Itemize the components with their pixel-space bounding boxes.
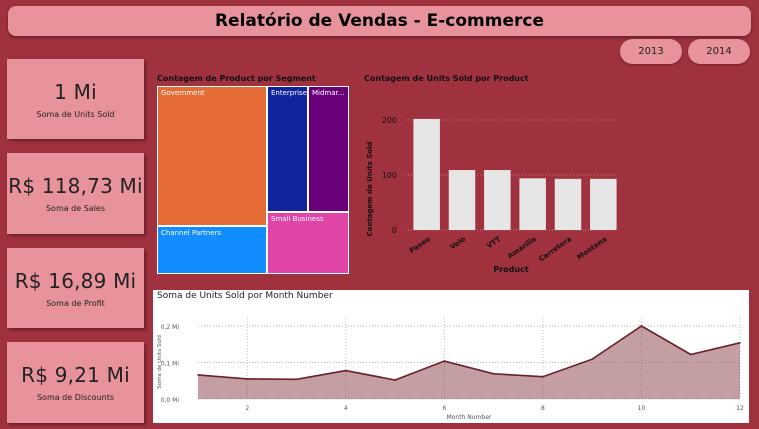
x-tick-label: 4 — [344, 405, 348, 412]
treemap-tile-channel-partners[interactable]: Channel Partners — [157, 226, 267, 274]
tile-label: Channel Partners — [161, 229, 222, 237]
kpi-card-discounts: R$ 9,21 Mi Soma de Discounts — [7, 342, 144, 423]
treemap-title: Contagem de Product por Segment — [157, 74, 316, 83]
kpi-card-units-sold: 1 Mi Soma de Units Sold — [7, 59, 144, 139]
segment-treemap: Government Enterprise Midmar... Channel … — [157, 86, 349, 274]
kpi-card-sales: R$ 118,73 Mi Soma de Sales — [7, 153, 144, 234]
data-point — [591, 358, 593, 361]
data-point — [394, 379, 396, 381]
data-point — [345, 369, 347, 372]
units-by-month-panel: Soma de Units Sold por Month Number 0,0 … — [153, 290, 749, 423]
y-tick-label: 0,2 Mi — [161, 324, 180, 331]
y-tick-label: 100 — [382, 171, 397, 180]
kpi-label: Soma de Profit — [46, 298, 105, 308]
data-point — [689, 353, 692, 356]
data-point — [542, 375, 544, 378]
bar-vtt — [484, 170, 511, 230]
data-point — [295, 378, 298, 381]
treemap-tile-small-business[interactable]: Small Business — [267, 212, 349, 274]
bar-paseo — [413, 118, 440, 230]
tile-label: Government — [161, 89, 205, 97]
kpi-value: R$ 9,21 Mi — [21, 363, 130, 387]
y-tick-label: 0,0 Mi — [161, 397, 180, 404]
series-line — [197, 325, 741, 381]
tile-label: Enterprise — [271, 89, 308, 97]
kpi-label: Soma de Units Sold — [36, 109, 115, 119]
data-point — [443, 360, 446, 362]
kpi-label: Soma de Sales — [45, 204, 106, 213]
bar-chart-title: Contagem de Units Sold por Product — [364, 74, 529, 83]
y-axis-label: Contagem de Units Sold — [366, 142, 374, 237]
y-tick-label: 0 — [392, 226, 397, 235]
x-tick-label: 8 — [541, 405, 545, 412]
y-tick-label: 0,1 Mi — [161, 361, 180, 368]
kpi-label: Soma de Discounts — [36, 393, 115, 402]
x-tick-label: 10 — [638, 405, 646, 412]
y-tick-label: 200 — [382, 116, 397, 125]
bar-amarilla — [519, 178, 546, 230]
treemap-tile-government[interactable]: Government — [157, 86, 267, 226]
x-tick-label: Paseo — [408, 235, 432, 255]
x-tick-label: Carretera — [538, 235, 574, 263]
data-point — [246, 378, 249, 380]
bar-carretera — [554, 178, 582, 230]
x-tick-label: VTT — [485, 235, 502, 250]
tile-label: Small Business — [271, 215, 324, 223]
units-by-month-area-chart: 0,0 Mi 0,1 Mi 0,2 Mi 2 4 6 8 10 12 Month Number So… — [157, 318, 744, 421]
y-axis-label: Soma de Units Sold — [157, 335, 163, 389]
bar-montana — [590, 178, 617, 230]
report-title-bar: Relatório de Vendas - E-commerce — [8, 6, 751, 36]
data-point — [197, 374, 199, 376]
year-filter-2013[interactable]: 2013 — [620, 39, 682, 64]
kpi-value: R$ 16,89 Mi — [14, 268, 137, 293]
treemap-tile-enterprise[interactable]: Enterprise — [267, 86, 308, 212]
data-point — [492, 373, 495, 375]
kpi-card-profit: R$ 16,89 Mi Soma de Profit — [7, 248, 144, 328]
x-tick-label: Amarilla — [506, 235, 538, 261]
x-axis-label: Product — [493, 265, 528, 274]
x-tick-label: 2 — [245, 405, 249, 412]
kpi-value: R$ 118,73 Mi — [8, 174, 143, 198]
x-tick-label: 6 — [442, 405, 446, 412]
data-point — [640, 325, 643, 327]
tile-label: Midmar... — [312, 89, 345, 97]
x-tick-label: 12 — [736, 405, 744, 412]
line-chart-title: Soma de Units Sold por Month Number — [157, 291, 333, 301]
bar-velo — [448, 170, 476, 230]
data-point — [739, 341, 741, 344]
year-filter-2014[interactable]: 2014 — [688, 39, 750, 64]
x-tick-label: Velo — [449, 235, 468, 251]
x-tick-label: Montana — [576, 235, 609, 262]
kpi-value: 1 Mi — [54, 79, 97, 104]
treemap-tile-midmarket[interactable]: Midmar... — [308, 86, 349, 212]
report-title: Relatório de Vendas - E-commerce — [214, 11, 545, 31]
x-axis-label: Month Number — [447, 414, 492, 421]
area-fill — [198, 326, 740, 399]
units-by-product-bar-chart: 0 100 200 Paseo Velo VTT Amarilla Carretera Mont… — [366, 116, 617, 274]
